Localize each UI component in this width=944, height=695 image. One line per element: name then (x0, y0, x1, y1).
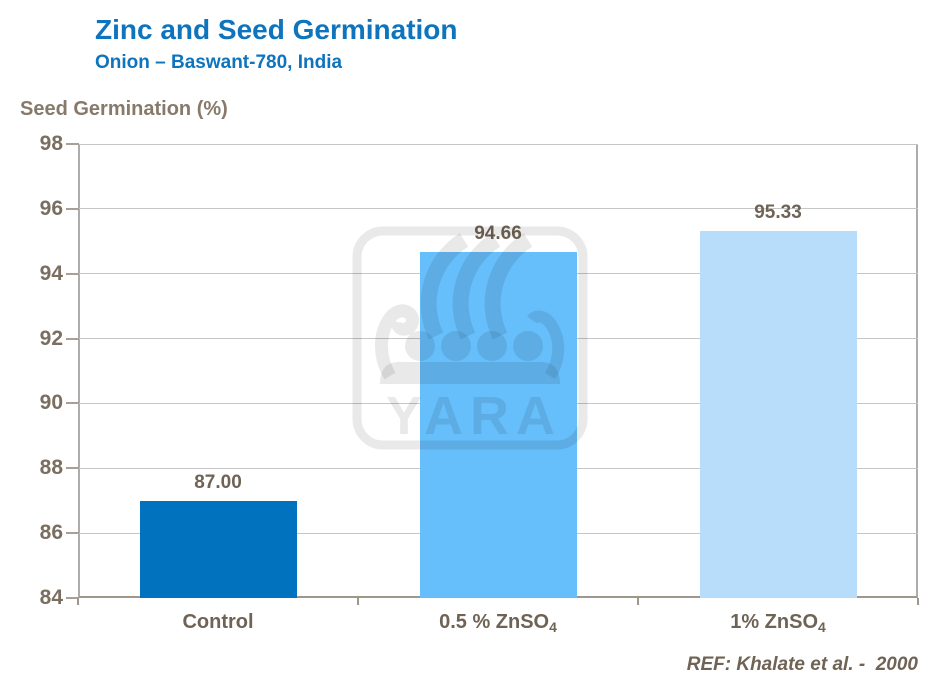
y-tick-label: 88 (39, 456, 63, 480)
y-axis-title: Seed Germination (%) (20, 98, 228, 120)
y-axis-tick (66, 532, 79, 535)
category-label: Control (78, 611, 358, 634)
y-axis-tick (66, 143, 79, 145)
bar-value-label: 94.66 (474, 223, 522, 245)
gridline (78, 143, 918, 145)
y-tick-label: 90 (39, 391, 63, 415)
bar-0-5-znso (419, 252, 577, 598)
y-axis-tick (66, 467, 79, 470)
y-tick-label: 86 (39, 521, 63, 545)
x-axis-tick (917, 598, 919, 605)
y-axis-tick (66, 597, 79, 599)
chart-title: Zinc and Seed Germination (95, 14, 458, 45)
category-label: 0.5 % ZnSO4 (358, 611, 638, 635)
category-subscript: 4 (818, 619, 826, 635)
gridline (78, 208, 918, 210)
y-tick-label: 96 (39, 196, 63, 220)
x-axis-tick (357, 598, 359, 605)
y-axis-tick (66, 272, 79, 275)
y-tick-label: 84 (39, 586, 63, 609)
y-tick-label: 92 (39, 326, 63, 350)
y-axis-tick (66, 337, 79, 340)
y-axis-tick (66, 207, 79, 210)
y-axis-tick (66, 402, 79, 405)
bar-1-znso (699, 230, 857, 598)
bar-control (139, 500, 297, 598)
x-axis-tick (77, 598, 79, 605)
category-text: 0.5 % ZnSO (439, 611, 550, 633)
bar-value-label: 87.00 (194, 471, 242, 493)
y-tick-label: 98 (39, 132, 63, 155)
bar-value-label: 95.33 (754, 201, 802, 223)
y-tick-label: 94 (39, 261, 63, 285)
category-text: Control (182, 611, 254, 633)
x-axis-tick (637, 598, 639, 605)
chart-subtitle: Onion – Baswant-780, India (95, 52, 343, 73)
category-subscript: 4 (549, 619, 557, 635)
category-label: 1% ZnSO4 (638, 611, 918, 635)
reference-text: REF: Khalate et al. - 2000 (686, 654, 918, 675)
category-text: 1% ZnSO (730, 611, 818, 633)
